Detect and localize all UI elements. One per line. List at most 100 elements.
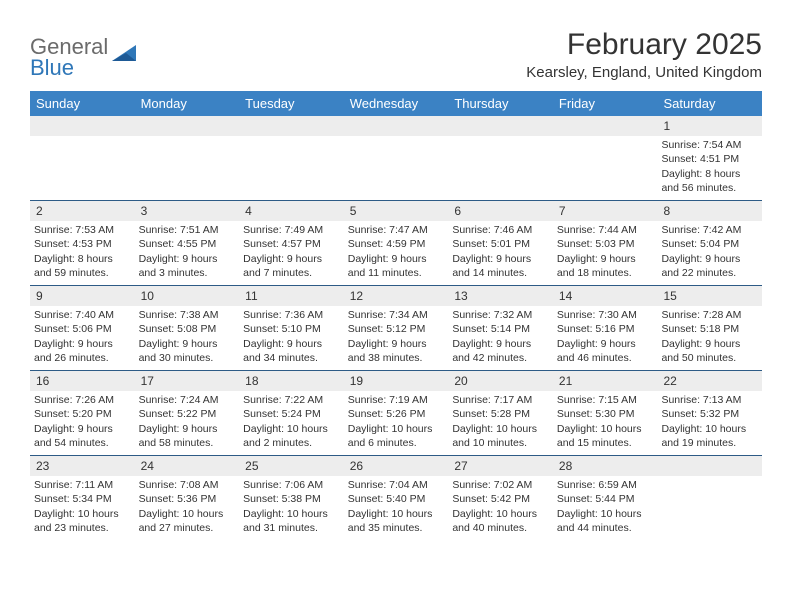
day-cell: 2Sunrise: 7:53 AMSunset: 4:53 PMDaylight… — [30, 201, 135, 285]
day-info: Sunrise: 7:11 AMSunset: 5:34 PMDaylight:… — [30, 476, 135, 539]
day-info: Sunrise: 7:04 AMSunset: 5:40 PMDaylight:… — [344, 476, 449, 539]
day-info: Sunrise: 7:15 AMSunset: 5:30 PMDaylight:… — [553, 391, 658, 454]
logo-triangle-icon — [112, 43, 140, 65]
sunrise-text: Sunrise: 7:44 AM — [557, 223, 654, 237]
day-cell: 19Sunrise: 7:19 AMSunset: 5:26 PMDayligh… — [344, 371, 449, 455]
day-number: 25 — [239, 456, 344, 476]
day-number: 17 — [135, 371, 240, 391]
daylight-text: Daylight: 10 hours and 10 minutes. — [452, 422, 549, 450]
day-cell — [553, 116, 658, 200]
sunset-text: Sunset: 5:44 PM — [557, 492, 654, 506]
daylight-text: Daylight: 9 hours and 7 minutes. — [243, 252, 340, 280]
sunset-text: Sunset: 5:01 PM — [452, 237, 549, 251]
day-info: Sunrise: 7:54 AMSunset: 4:51 PMDaylight:… — [657, 136, 762, 199]
day-cell: 17Sunrise: 7:24 AMSunset: 5:22 PMDayligh… — [135, 371, 240, 455]
daylight-text: Daylight: 9 hours and 14 minutes. — [452, 252, 549, 280]
day-number: 5 — [344, 201, 449, 221]
daylight-text: Daylight: 10 hours and 15 minutes. — [557, 422, 654, 450]
day-cell: 27Sunrise: 7:02 AMSunset: 5:42 PMDayligh… — [448, 456, 553, 540]
day-number: 3 — [135, 201, 240, 221]
day-info: Sunrise: 7:17 AMSunset: 5:28 PMDaylight:… — [448, 391, 553, 454]
day-number: 18 — [239, 371, 344, 391]
week-row: 16Sunrise: 7:26 AMSunset: 5:20 PMDayligh… — [30, 371, 762, 456]
sunset-text: Sunset: 5:22 PM — [139, 407, 236, 421]
daylight-text: Daylight: 9 hours and 34 minutes. — [243, 337, 340, 365]
sunrise-text: Sunrise: 7:47 AM — [348, 223, 445, 237]
day-number: 20 — [448, 371, 553, 391]
day-info: Sunrise: 7:26 AMSunset: 5:20 PMDaylight:… — [30, 391, 135, 454]
sunset-text: Sunset: 4:53 PM — [34, 237, 131, 251]
day-number — [30, 116, 135, 136]
sunset-text: Sunset: 4:59 PM — [348, 237, 445, 251]
sunset-text: Sunset: 5:32 PM — [661, 407, 758, 421]
day-info: Sunrise: 7:24 AMSunset: 5:22 PMDaylight:… — [135, 391, 240, 454]
day-info: Sunrise: 7:06 AMSunset: 5:38 PMDaylight:… — [239, 476, 344, 539]
sunset-text: Sunset: 5:12 PM — [348, 322, 445, 336]
day-number: 28 — [553, 456, 658, 476]
daylight-text: Daylight: 10 hours and 6 minutes. — [348, 422, 445, 450]
day-number: 19 — [344, 371, 449, 391]
sunrise-text: Sunrise: 7:46 AM — [452, 223, 549, 237]
day-cell — [239, 116, 344, 200]
weeks-container: 1Sunrise: 7:54 AMSunset: 4:51 PMDaylight… — [30, 116, 762, 540]
day-number — [553, 116, 658, 136]
sunrise-text: Sunrise: 7:49 AM — [243, 223, 340, 237]
day-number: 9 — [30, 286, 135, 306]
day-header: Thursday — [448, 91, 553, 116]
day-cell: 24Sunrise: 7:08 AMSunset: 5:36 PMDayligh… — [135, 456, 240, 540]
daylight-text: Daylight: 10 hours and 44 minutes. — [557, 507, 654, 535]
week-row: 9Sunrise: 7:40 AMSunset: 5:06 PMDaylight… — [30, 286, 762, 371]
day-info: Sunrise: 6:59 AMSunset: 5:44 PMDaylight:… — [553, 476, 658, 539]
sunset-text: Sunset: 5:24 PM — [243, 407, 340, 421]
sunrise-text: Sunrise: 7:40 AM — [34, 308, 131, 322]
day-cell: 13Sunrise: 7:32 AMSunset: 5:14 PMDayligh… — [448, 286, 553, 370]
day-info: Sunrise: 7:22 AMSunset: 5:24 PMDaylight:… — [239, 391, 344, 454]
sunrise-text: Sunrise: 6:59 AM — [557, 478, 654, 492]
day-cell: 9Sunrise: 7:40 AMSunset: 5:06 PMDaylight… — [30, 286, 135, 370]
day-cell — [135, 116, 240, 200]
day-info: Sunrise: 7:34 AMSunset: 5:12 PMDaylight:… — [344, 306, 449, 369]
day-cell: 1Sunrise: 7:54 AMSunset: 4:51 PMDaylight… — [657, 116, 762, 200]
sunset-text: Sunset: 5:30 PM — [557, 407, 654, 421]
sunset-text: Sunset: 5:20 PM — [34, 407, 131, 421]
day-number — [344, 116, 449, 136]
sunset-text: Sunset: 5:36 PM — [139, 492, 236, 506]
sunset-text: Sunset: 5:34 PM — [34, 492, 131, 506]
day-cell: 6Sunrise: 7:46 AMSunset: 5:01 PMDaylight… — [448, 201, 553, 285]
sunset-text: Sunset: 4:55 PM — [139, 237, 236, 251]
day-cell — [657, 456, 762, 540]
day-number — [239, 116, 344, 136]
daylight-text: Daylight: 9 hours and 3 minutes. — [139, 252, 236, 280]
sunset-text: Sunset: 5:28 PM — [452, 407, 549, 421]
day-number: 2 — [30, 201, 135, 221]
day-info: Sunrise: 7:47 AMSunset: 4:59 PMDaylight:… — [344, 221, 449, 284]
daylight-text: Daylight: 10 hours and 19 minutes. — [661, 422, 758, 450]
daylight-text: Daylight: 9 hours and 26 minutes. — [34, 337, 131, 365]
sunrise-text: Sunrise: 7:28 AM — [661, 308, 758, 322]
day-cell: 28Sunrise: 6:59 AMSunset: 5:44 PMDayligh… — [553, 456, 658, 540]
day-cell: 12Sunrise: 7:34 AMSunset: 5:12 PMDayligh… — [344, 286, 449, 370]
sunset-text: Sunset: 5:14 PM — [452, 322, 549, 336]
day-cell: 3Sunrise: 7:51 AMSunset: 4:55 PMDaylight… — [135, 201, 240, 285]
daylight-text: Daylight: 10 hours and 35 minutes. — [348, 507, 445, 535]
day-info: Sunrise: 7:44 AMSunset: 5:03 PMDaylight:… — [553, 221, 658, 284]
day-number: 4 — [239, 201, 344, 221]
day-info: Sunrise: 7:02 AMSunset: 5:42 PMDaylight:… — [448, 476, 553, 539]
sunrise-text: Sunrise: 7:06 AM — [243, 478, 340, 492]
daylight-text: Daylight: 9 hours and 50 minutes. — [661, 337, 758, 365]
day-cell: 21Sunrise: 7:15 AMSunset: 5:30 PMDayligh… — [553, 371, 658, 455]
day-info: Sunrise: 7:53 AMSunset: 4:53 PMDaylight:… — [30, 221, 135, 284]
sunset-text: Sunset: 5:10 PM — [243, 322, 340, 336]
daylight-text: Daylight: 9 hours and 22 minutes. — [661, 252, 758, 280]
day-number: 8 — [657, 201, 762, 221]
sunrise-text: Sunrise: 7:26 AM — [34, 393, 131, 407]
day-info: Sunrise: 7:42 AMSunset: 5:04 PMDaylight:… — [657, 221, 762, 284]
day-info: Sunrise: 7:08 AMSunset: 5:36 PMDaylight:… — [135, 476, 240, 539]
day-header: Sunday — [30, 91, 135, 116]
sunrise-text: Sunrise: 7:36 AM — [243, 308, 340, 322]
daylight-text: Daylight: 10 hours and 40 minutes. — [452, 507, 549, 535]
day-cell: 7Sunrise: 7:44 AMSunset: 5:03 PMDaylight… — [553, 201, 658, 285]
day-number: 7 — [553, 201, 658, 221]
sunrise-text: Sunrise: 7:08 AM — [139, 478, 236, 492]
sunrise-text: Sunrise: 7:34 AM — [348, 308, 445, 322]
